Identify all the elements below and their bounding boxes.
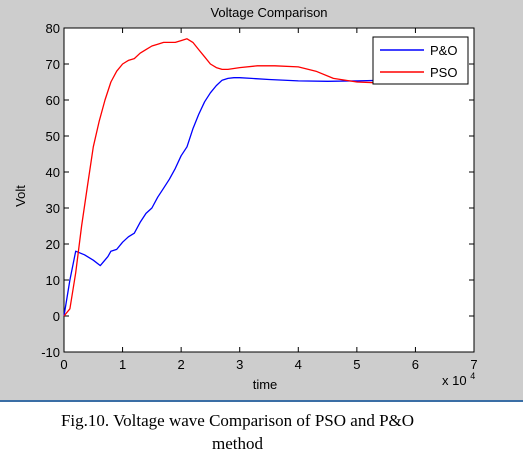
x-tick-label: 2 — [178, 357, 185, 372]
figure-caption-line2: method — [212, 434, 263, 453]
y-tick-label: 70 — [46, 57, 60, 72]
x-tick-label: 0 — [60, 357, 67, 372]
x-tick-label: 7 — [470, 357, 477, 372]
y-tick-label: -10 — [41, 345, 60, 360]
y-tick-label: 0 — [53, 309, 60, 324]
y-tick-label: 50 — [46, 129, 60, 144]
x-axis-ticks: 0 1 2 3 4 5 6 7 — [60, 28, 478, 372]
y-tick-label: 40 — [46, 165, 60, 180]
figure-caption-line1: Fig.10. Voltage wave Comparison of PSO a… — [60, 411, 415, 430]
voltage-comparison-chart: Voltage Comparison -1001020304050607080 … — [13, 5, 478, 392]
legend-label-pando: P&O — [430, 43, 457, 58]
legend: P&O PSO — [372, 36, 469, 85]
legend-box — [372, 36, 469, 85]
y-axis-ticks: -10 0 10 20 30 40 50 60 70 80 — [41, 21, 474, 360]
y-tick-label: 60 — [46, 93, 60, 108]
y-tick-label: 20 — [46, 237, 60, 252]
y-tick-label: 30 — [46, 201, 60, 216]
y-tick-label: 80 — [46, 21, 60, 36]
chart-title: Voltage Comparison — [210, 5, 327, 20]
x-tick-label: 6 — [412, 357, 419, 372]
x-axis-multiplier: x 10 4 — [442, 371, 475, 388]
y-axis-label: Volt — [13, 185, 28, 207]
series-line-pando — [63, 77, 387, 317]
x-tick-label: 4 — [295, 357, 302, 372]
x-tick-label: 3 — [236, 357, 243, 372]
x-multiplier-base: x 10 — [442, 373, 467, 388]
x-tick-label: 5 — [353, 357, 360, 372]
figure-divider — [0, 400, 523, 402]
series-line-pso — [63, 38, 387, 317]
legend-label-pso: PSO — [430, 65, 457, 80]
y-tick-label: 10 — [46, 273, 60, 288]
x-multiplier-exponent: 4 — [470, 371, 475, 381]
series-layer — [63, 38, 387, 317]
x-tick-label: 1 — [119, 357, 126, 372]
x-axis-label: time — [253, 377, 278, 392]
